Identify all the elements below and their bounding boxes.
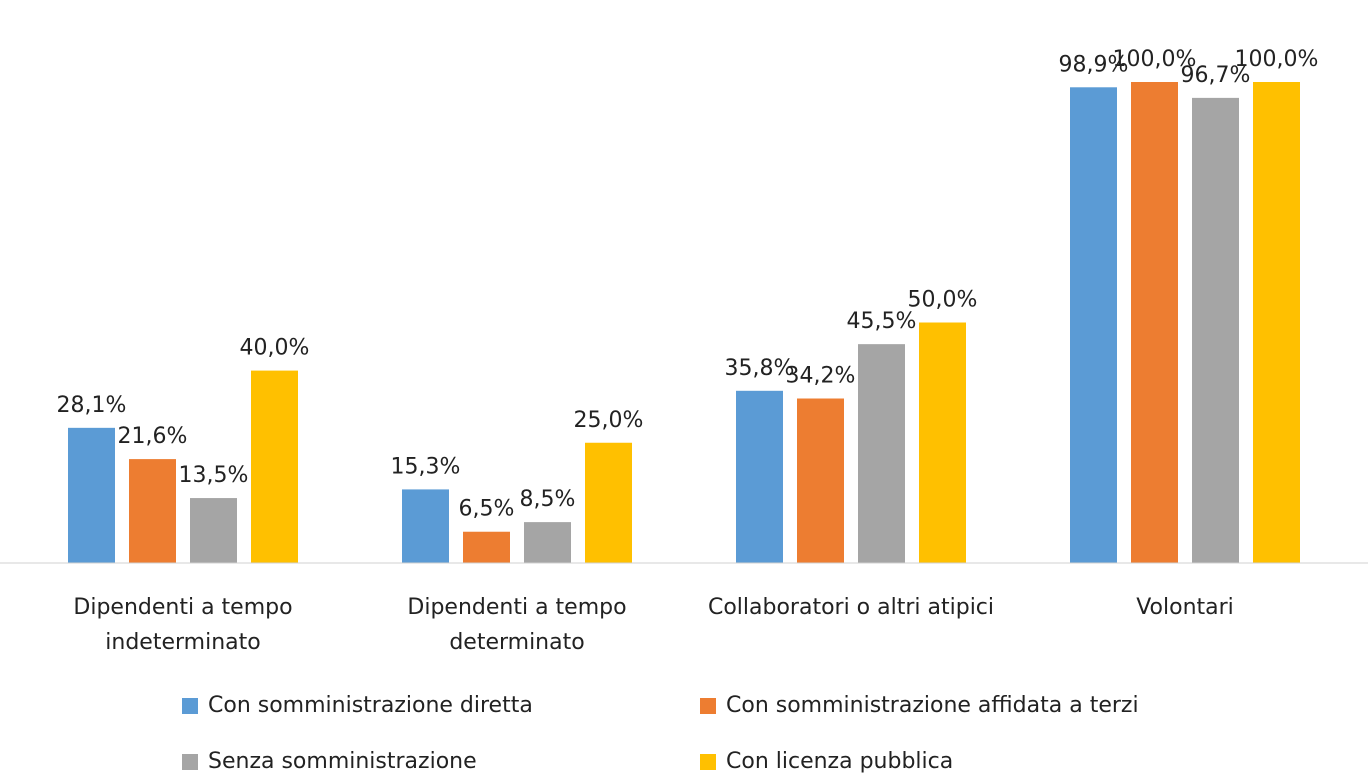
bar — [1192, 97, 1239, 564]
x-tick-label: Dipendenti a tempo indeterminato — [73, 595, 293, 655]
bar — [858, 344, 905, 563]
data-label: 25,0% — [574, 408, 644, 433]
bar — [1131, 82, 1178, 563]
legend-label: Con somministrazione affidata a terzi — [726, 693, 1139, 718]
bar — [524, 522, 571, 563]
legend-label: Con somministrazione diretta — [208, 693, 533, 718]
bar — [68, 427, 115, 563]
bar — [797, 398, 844, 563]
legend-label: Senza somministrazione — [208, 749, 477, 774]
data-label: 50,0% — [908, 288, 978, 313]
data-label: 100,0% — [1113, 47, 1197, 72]
data-label: 35,8% — [725, 356, 795, 381]
data-label: 45,5% — [847, 309, 917, 334]
bar — [463, 531, 510, 563]
bar — [402, 489, 449, 563]
legend-swatch — [182, 754, 198, 770]
legend-swatch — [182, 698, 198, 714]
bar — [1253, 82, 1300, 563]
bar — [919, 322, 966, 563]
data-label: 21,6% — [118, 424, 188, 449]
bar — [251, 370, 298, 563]
bar — [190, 498, 237, 563]
bar — [129, 459, 176, 563]
x-tick-label: Collaboratori o altri atipici — [707, 595, 995, 620]
x-tick-label: Volontari — [1136, 595, 1234, 620]
data-label: 98,9% — [1059, 52, 1129, 77]
data-label: 28,1% — [57, 393, 127, 418]
data-label: 8,5% — [520, 487, 576, 512]
data-label: 6,5% — [459, 497, 515, 522]
data-label: 13,5% — [179, 463, 249, 488]
data-label: 34,2% — [786, 363, 856, 388]
legend-swatch — [700, 698, 716, 714]
bar — [1070, 87, 1117, 563]
legend-swatch — [700, 754, 716, 770]
data-label: 100,0% — [1235, 47, 1319, 72]
bar — [736, 390, 783, 563]
bar — [585, 442, 632, 563]
data-label: 15,3% — [391, 454, 461, 479]
data-label: 40,0% — [240, 336, 310, 361]
x-tick-label: Dipendenti a tempo determinato — [407, 595, 627, 655]
legend-label: Con licenza pubblica — [726, 749, 953, 774]
data-label: 96,7% — [1181, 63, 1251, 88]
